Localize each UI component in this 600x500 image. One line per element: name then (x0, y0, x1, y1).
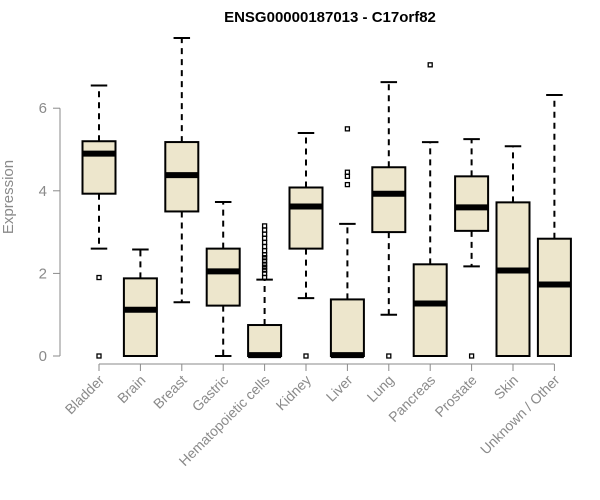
box-group (412, 62, 448, 357)
outlier-point (261, 267, 268, 273)
box-iqr (536, 237, 572, 357)
x-tick-label: Lung (364, 372, 397, 405)
outlier-point (261, 227, 268, 233)
outlier-point (261, 243, 268, 250)
x-tick-label: Breast (150, 372, 190, 412)
outlier-point (261, 252, 268, 258)
box-group (288, 131, 324, 359)
outlier-point (261, 248, 268, 254)
box-iqr (495, 201, 531, 357)
box-iqr (412, 263, 448, 357)
box-iqr (371, 166, 407, 234)
outlier-point (344, 169, 351, 175)
box-group (495, 145, 531, 357)
box-group (247, 223, 283, 359)
x-tick-label: Prostate (432, 372, 480, 420)
outlier-point (261, 231, 268, 237)
outlier-point (344, 181, 351, 188)
plot-area (81, 36, 572, 359)
outlier-point (303, 353, 309, 359)
y-tick-label: 6 (39, 100, 47, 117)
box-group (329, 126, 365, 359)
outlier-point (261, 235, 268, 241)
x-tick-label: Brain (114, 372, 148, 406)
box-group (371, 81, 407, 359)
box-iqr (122, 277, 158, 357)
box-iqr (247, 324, 283, 357)
x-tick-label: Skin (491, 372, 522, 403)
box-iqr (454, 175, 490, 232)
y-tick-label: 2 (39, 265, 47, 282)
outlier-point (96, 274, 102, 281)
outlier-point (261, 270, 268, 277)
x-tick-label: Bladder (62, 372, 108, 418)
box-group (536, 93, 572, 357)
outlier-point (344, 126, 351, 132)
outlier-point (468, 353, 475, 359)
box-group (454, 138, 490, 359)
chart-title: ENSG00000187013 - C17orf82 (224, 9, 436, 26)
x-tick-label: Unknown / Other (477, 372, 563, 458)
outlier-point (344, 173, 351, 179)
outlier-point (261, 223, 268, 229)
x-tick-label: Kidney (273, 372, 315, 414)
y-tick-label: 0 (39, 348, 47, 365)
outlier-point (386, 353, 392, 359)
box-group (122, 248, 158, 357)
y-tick-label: 4 (39, 183, 47, 200)
x-tick-label: Liver (323, 372, 356, 405)
box-group (81, 84, 117, 359)
outlier-point (261, 258, 268, 264)
outlier-point (427, 62, 433, 68)
y-axis-label: Expression (0, 160, 17, 234)
outlier-point (261, 255, 268, 261)
box-group (205, 200, 241, 357)
box-iqr (329, 298, 365, 358)
y-axis: 0 2 4 6 (39, 100, 61, 365)
outlier-point (261, 274, 268, 281)
box-iqr (81, 140, 117, 195)
outlier-point (96, 353, 102, 359)
box-iqr (205, 247, 241, 307)
outlier-point (261, 264, 268, 270)
outlier-point (261, 239, 268, 246)
outlier-point (261, 261, 268, 267)
box-iqr (288, 186, 324, 250)
box-group (164, 36, 200, 304)
